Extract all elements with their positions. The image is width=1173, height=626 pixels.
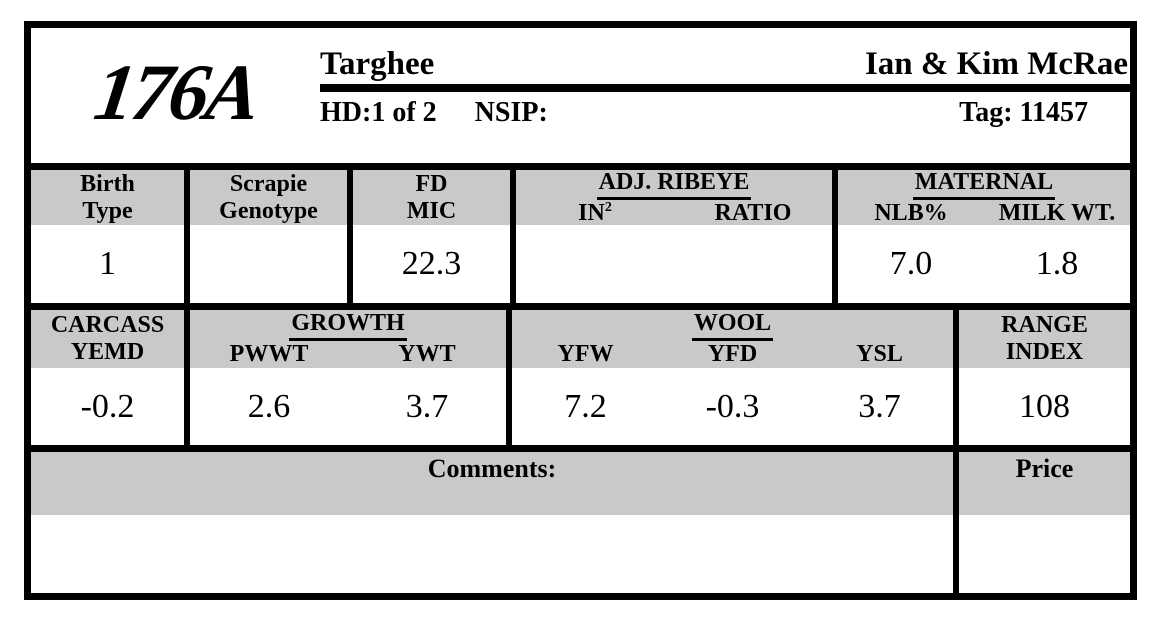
scrapie-label-line2: Genotype xyxy=(219,197,318,224)
fd-mic-label-line1: FD xyxy=(415,170,448,197)
header-divider-rule xyxy=(320,84,1130,92)
cell-growth: GROWTH PWWT YWT 2.6 3.7 xyxy=(184,310,506,445)
pwwt-label: PWWT xyxy=(229,341,309,367)
cell-range-index: RANGE INDEX 108 xyxy=(953,310,1130,445)
card-header: 176A Targhee Ian & Kim McRae HD:1 of 2 N… xyxy=(31,28,1130,170)
carcass-value: -0.2 xyxy=(80,387,135,425)
growth-values: 2.6 3.7 xyxy=(190,387,506,425)
cell-scrapie-genotype: Scrapie Genotype xyxy=(184,170,347,303)
scrapie-label-line1: Scrapie xyxy=(229,170,308,197)
range-index-value: 108 xyxy=(1019,387,1070,425)
comments-label: Comments: xyxy=(427,454,557,483)
maternal-header: MATERNAL NLB% MILK WT. xyxy=(838,169,1130,227)
cell-adj-ribeye: ADJ. RIBEYE IN2 RATIO xyxy=(510,169,832,303)
stats-row-1: Birth Type 1 Scrapie Genotype FD MIC 22.… xyxy=(31,169,1130,310)
yfd-label: YFD xyxy=(707,341,758,367)
price-body xyxy=(959,515,1130,593)
maternal-body: 7.0 1.8 xyxy=(838,225,1130,303)
maternal-values: 7.0 1.8 xyxy=(838,247,1130,281)
cell-price: Price xyxy=(953,452,1130,593)
growth-body: 2.6 3.7 xyxy=(190,368,506,445)
birth-type-label-line2: Type xyxy=(82,197,133,224)
range-index-label-line2: INDEX xyxy=(1005,339,1084,365)
cell-fd-mic: FD MIC 22.3 xyxy=(347,170,510,303)
ywt-value: 3.7 xyxy=(405,387,449,425)
milk-wt-value: 1.8 xyxy=(1035,245,1079,282)
scrapie-body xyxy=(190,225,347,303)
owner-name: Ian & Kim McRae xyxy=(864,46,1128,82)
animal-id-area: 176A xyxy=(31,28,320,163)
adj-ribeye-body xyxy=(516,225,832,303)
hd-label: HD:1 of 2 xyxy=(320,97,437,128)
growth-sublabels: PWWT YWT xyxy=(190,341,506,368)
ysl-label: YSL xyxy=(856,341,903,367)
carcass-label-line2: YEMD xyxy=(70,339,145,365)
yfw-label: YFW xyxy=(557,341,614,367)
name-row: Targhee Ian & Kim McRae xyxy=(320,28,1130,84)
wool-header: WOOL YFW YFD YSL xyxy=(512,310,953,368)
info-row: HD:1 of 2 NSIP: Tag: 11457 xyxy=(320,92,1130,134)
milk-wt-label: MILK WT. xyxy=(998,199,1116,226)
fd-mic-header: FD MIC xyxy=(353,170,510,225)
wool-body: 7.2 -0.3 3.7 xyxy=(512,368,953,445)
range-index-label-line1: RANGE xyxy=(1001,312,1088,338)
birth-type-body: 1 xyxy=(31,225,184,303)
wool-group-label: WOOL xyxy=(691,310,774,341)
range-index-body: 108 xyxy=(959,368,1130,445)
in2-label-text: IN xyxy=(578,199,605,226)
in2-label: IN2 xyxy=(516,200,674,227)
adj-ribeye-header: ADJ. RIBEYE IN2 RATIO xyxy=(516,169,832,227)
growth-group-label: GROWTH xyxy=(289,310,407,341)
carcass-label-line1: CARCASS xyxy=(50,312,165,338)
bottom-row: Comments: Price xyxy=(31,452,1130,593)
price-header: Price xyxy=(959,452,1130,515)
birth-type-value: 1 xyxy=(99,245,116,282)
cell-comments: Comments: xyxy=(31,452,953,593)
range-index-header: RANGE INDEX xyxy=(959,310,1130,368)
yfw-value: 7.2 xyxy=(564,387,607,425)
nsip-label: NSIP: xyxy=(474,97,548,128)
cell-carcass: CARCASS YEMD -0.2 xyxy=(31,310,184,445)
pwwt-value: 2.6 xyxy=(247,387,291,425)
animal-id: 176A xyxy=(89,48,263,137)
stats-row-2: CARCASS YEMD -0.2 GROWTH PWWT YWT 2.6 3.… xyxy=(31,310,1130,452)
tag-number: Tag: 11457 xyxy=(959,97,1088,128)
birth-type-header: Birth Type xyxy=(31,170,184,225)
ratio-label: RATIO xyxy=(714,199,792,226)
fd-mic-body: 22.3 xyxy=(353,225,510,303)
sale-card: 176A Targhee Ian & Kim McRae HD:1 of 2 N… xyxy=(24,21,1137,600)
fd-mic-label-line2: MIC xyxy=(406,197,457,224)
wool-sublabels: YFW YFD YSL xyxy=(512,341,953,368)
adj-ribeye-sublabels: IN2 RATIO xyxy=(516,200,832,227)
scrapie-header: Scrapie Genotype xyxy=(190,170,347,225)
ysl-value: 3.7 xyxy=(858,387,901,425)
carcass-body: -0.2 xyxy=(31,368,184,445)
yfd-value: -0.3 xyxy=(705,387,760,425)
maternal-group-label: MATERNAL xyxy=(912,169,1056,200)
nlb-label: NLB% xyxy=(874,199,948,226)
cell-wool: WOOL YFW YFD YSL 7.2 -0.3 3.7 xyxy=(506,310,953,445)
fd-mic-value: 22.3 xyxy=(401,245,462,282)
comments-header: Comments: xyxy=(31,452,953,515)
price-label: Price xyxy=(1015,454,1074,483)
maternal-sublabels: NLB% MILK WT. xyxy=(838,200,1130,227)
nlb-value: 7.0 xyxy=(889,245,933,282)
carcass-header: CARCASS YEMD xyxy=(31,310,184,368)
comments-body xyxy=(31,515,953,593)
in2-superscript: 2 xyxy=(604,199,612,215)
cell-maternal: MATERNAL NLB% MILK WT. 7.0 1.8 xyxy=(832,169,1130,303)
header-right: Targhee Ian & Kim McRae HD:1 of 2 NSIP: … xyxy=(320,28,1130,163)
birth-type-label-line1: Birth xyxy=(80,170,135,197)
adj-ribeye-group-label: ADJ. RIBEYE xyxy=(596,169,752,200)
wool-values: 7.2 -0.3 3.7 xyxy=(512,387,953,425)
growth-header: GROWTH PWWT YWT xyxy=(190,310,506,368)
ywt-label: YWT xyxy=(398,341,456,367)
breed-name: Targhee xyxy=(320,46,435,82)
cell-birth-type: Birth Type 1 xyxy=(31,170,184,303)
